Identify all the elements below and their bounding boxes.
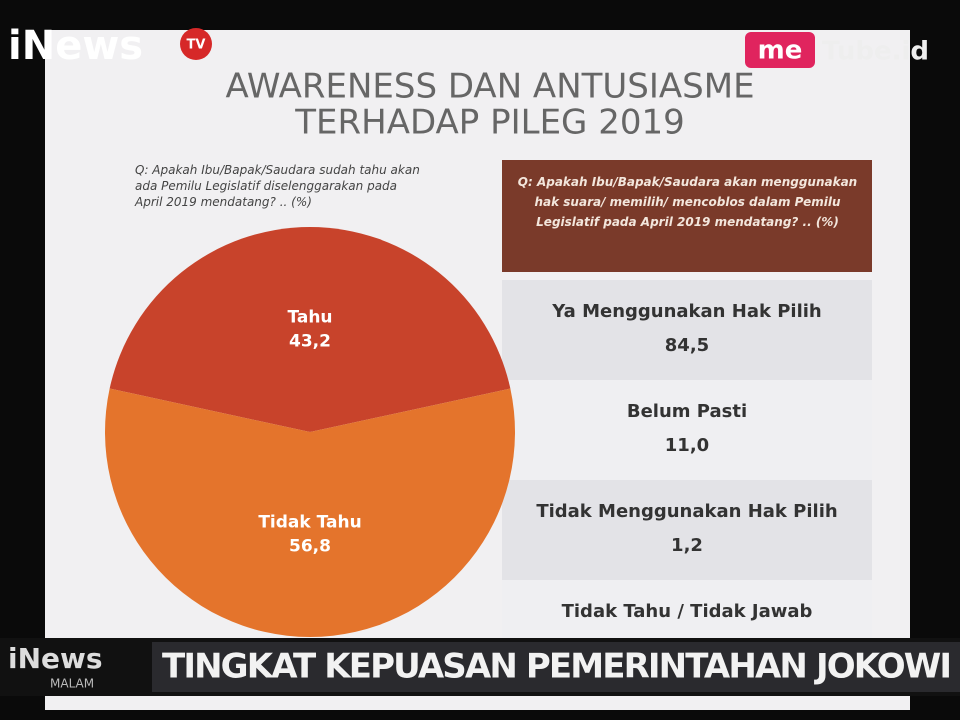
program-logo: iNews xyxy=(8,642,103,675)
pie-slice xyxy=(105,388,515,637)
partner-badge xyxy=(745,32,815,68)
ticker-text: TINGKAT KEPUASAN PEMERINTAHAN JOKOWI xyxy=(162,647,952,687)
panel-question: Q: Apakah Ibu/Bapak/Saudara akan menggun… xyxy=(517,175,858,229)
panel-header xyxy=(502,160,872,272)
channel-tag: TV xyxy=(187,38,206,53)
channel-logo: iNews xyxy=(8,23,143,69)
partner-logo: Tube.id xyxy=(822,37,929,67)
slice-label: Tidak Tahu xyxy=(258,513,361,533)
logo-badge xyxy=(180,28,212,60)
row-label: Tidak Tahu / Tidak Jawab xyxy=(562,601,813,622)
row-value: 1,2 xyxy=(671,535,703,556)
row-value: 11,0 xyxy=(665,435,709,456)
row-label: Belum Pasti xyxy=(627,401,747,422)
program-sub: MALAM xyxy=(50,677,94,691)
pie-slice xyxy=(109,226,511,432)
slice-value: 56,8 xyxy=(289,537,331,557)
ticker-band xyxy=(152,642,960,692)
chart-subtitle: TERHADAP PILEG 2019 xyxy=(294,103,685,143)
row-label: Tidak Menggunakan Hak Pilih xyxy=(536,501,837,522)
row-label: Ya Menggunakan Hak Pilih xyxy=(551,301,821,322)
panel-row xyxy=(502,380,872,480)
panel-row xyxy=(502,480,872,580)
pie-question: Q: Apakah Ibu/Bapak/Saudara sudah tahu a… xyxy=(135,163,420,209)
panel-row xyxy=(502,280,872,380)
row-value: 84,5 xyxy=(665,335,709,356)
chart-title: AWARENESS DAN ANTUSIASME xyxy=(225,67,754,107)
slice-value: 43,2 xyxy=(289,332,331,352)
pie: Tahu 43,2 Tidak Tahu 56,8 xyxy=(105,226,515,637)
slice-label: Tahu xyxy=(287,308,332,328)
partner-me: me xyxy=(758,36,803,66)
panel-rows: Ya Menggunakan Hak Pilih 84,5 Belum Pasti 1… xyxy=(536,301,837,622)
